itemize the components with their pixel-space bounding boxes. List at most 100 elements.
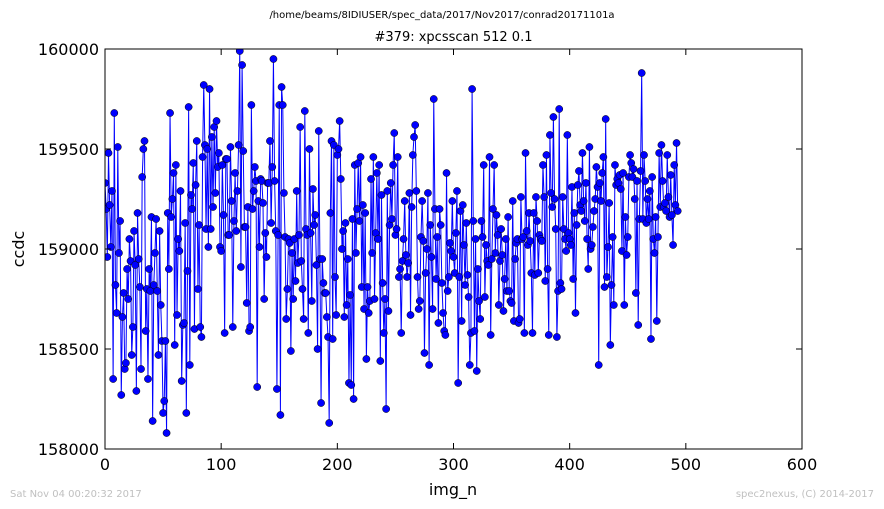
data-point (596, 179, 604, 187)
data-point (228, 323, 237, 331)
data-point (424, 189, 432, 197)
data-point (111, 281, 120, 289)
data-point (105, 253, 112, 261)
data-point (544, 331, 553, 339)
data-point (645, 187, 654, 195)
data-point (491, 249, 500, 257)
data-point (477, 217, 486, 225)
data-point (521, 149, 530, 157)
data-point (448, 197, 457, 205)
data-point (119, 289, 128, 297)
data-point (566, 241, 575, 249)
data-point (397, 329, 406, 337)
data-point (500, 275, 509, 283)
data-point (388, 215, 396, 223)
y-tick-label: 158500 (38, 340, 99, 359)
data-point (369, 153, 378, 161)
data-point (644, 215, 653, 223)
data-point (443, 287, 452, 295)
data-point (539, 161, 547, 169)
data-point (582, 179, 590, 187)
data-point (231, 169, 239, 177)
data-point (643, 195, 652, 203)
data-point (489, 205, 497, 213)
data-point (110, 109, 119, 117)
data-point (669, 241, 677, 249)
data-point (573, 181, 582, 189)
data-point (482, 241, 490, 249)
data-point (172, 161, 180, 169)
data-point (113, 143, 122, 151)
data-point (414, 305, 423, 313)
y-axis-label: ccdc (9, 231, 28, 268)
data-point (504, 213, 512, 221)
data-point (282, 315, 291, 323)
x-axis-label: img_n (429, 480, 477, 500)
data-point (600, 283, 609, 291)
data-point (177, 377, 186, 385)
data-point (668, 211, 676, 219)
data-point (585, 143, 594, 151)
data-point (490, 161, 499, 169)
data-point (476, 315, 485, 323)
data-point (458, 201, 467, 209)
data-point (355, 217, 364, 225)
data-point (323, 313, 331, 321)
data-point (602, 273, 611, 281)
data-point (299, 315, 308, 323)
data-point (553, 333, 561, 341)
data-point (204, 243, 213, 251)
data-point (233, 187, 242, 195)
data-point (277, 83, 286, 91)
data-point (633, 177, 641, 185)
data-point (579, 197, 588, 205)
data-point (422, 245, 431, 253)
data-point (438, 279, 446, 287)
data-point (372, 169, 381, 177)
data-point (156, 301, 165, 309)
data-point (194, 285, 202, 293)
data-point (511, 255, 519, 263)
data-point (460, 241, 468, 249)
data-point (464, 293, 473, 301)
data-point (519, 233, 528, 241)
data-point (395, 273, 403, 281)
data-point (578, 149, 587, 157)
data-point (399, 235, 408, 243)
x-tick-label: 500 (671, 455, 702, 474)
data-point (389, 161, 397, 169)
data-point (336, 175, 345, 183)
data-point (407, 203, 416, 211)
data-point (309, 185, 317, 193)
data-point (220, 329, 229, 337)
data-point (188, 205, 196, 213)
data-point (549, 113, 558, 121)
data-point (251, 163, 259, 171)
data-point (270, 177, 279, 185)
data-point (165, 265, 173, 273)
data-point (307, 297, 316, 305)
data-point (291, 277, 300, 285)
data-point (159, 409, 167, 417)
data-point (611, 161, 619, 169)
data-point (404, 259, 413, 267)
data-point (141, 327, 150, 335)
data-point (196, 323, 205, 331)
data-point (528, 329, 537, 337)
data-point (626, 151, 634, 159)
data-point (343, 255, 352, 263)
data-point (383, 187, 392, 195)
data-point (130, 227, 138, 235)
data-point (132, 387, 141, 395)
data-point (183, 267, 192, 275)
data-point (166, 109, 174, 117)
data-point (191, 181, 200, 189)
axes: 0 100 200 300 400 500 600 158000 158500 159000 159… (38, 40, 817, 474)
data-point (297, 257, 306, 265)
data-point (269, 55, 278, 63)
data-point (332, 311, 341, 319)
data-point (199, 81, 208, 89)
data-point (246, 323, 255, 331)
data-point (572, 221, 581, 229)
data-point (226, 143, 235, 151)
